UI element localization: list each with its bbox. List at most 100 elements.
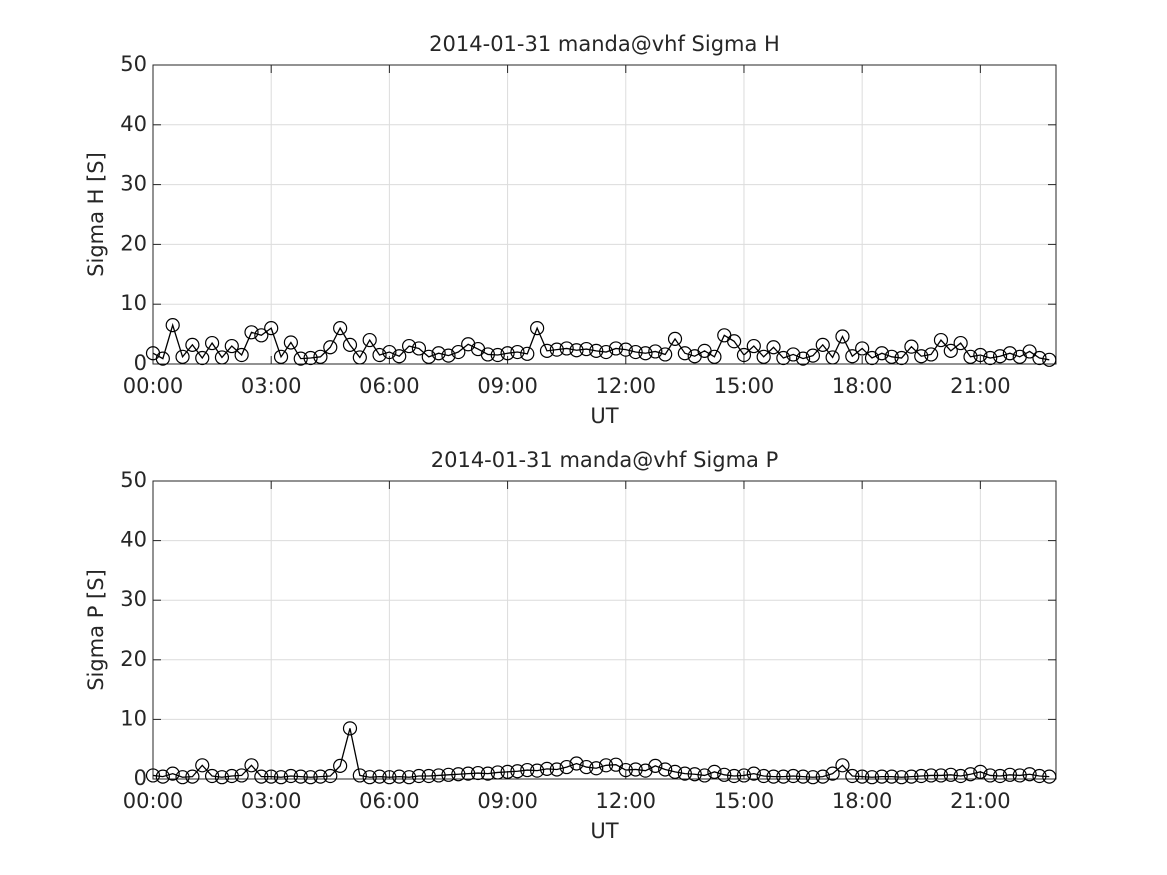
y-tick-label: 30 xyxy=(120,172,147,196)
data-marker xyxy=(658,762,673,777)
data-marker xyxy=(589,761,604,776)
data-marker xyxy=(1032,768,1047,784)
data-marker xyxy=(924,347,939,362)
data-marker xyxy=(795,769,811,784)
data-marker xyxy=(815,769,830,784)
x-axis-label: UT xyxy=(590,819,618,843)
x-tick-label: 18:00 xyxy=(832,789,893,813)
data-marker xyxy=(530,321,545,336)
data-marker xyxy=(490,347,505,363)
x-tick-label: 15:00 xyxy=(714,789,775,813)
y-axis-label: Sigma H [S] xyxy=(84,152,108,277)
data-marker xyxy=(864,350,880,366)
data-marker xyxy=(254,769,269,784)
data-marker xyxy=(884,349,899,364)
data-marker xyxy=(864,770,880,785)
data-marker xyxy=(786,768,801,784)
data-marker xyxy=(648,758,663,773)
data-marker xyxy=(1022,767,1037,782)
y-tick-label: 40 xyxy=(120,112,147,136)
data-marker xyxy=(204,335,220,351)
data-marker xyxy=(933,332,949,348)
y-tick-label: 50 xyxy=(120,468,147,492)
data-marker xyxy=(480,766,495,781)
data-marker xyxy=(461,766,476,781)
data-marker xyxy=(539,343,555,358)
data-marker xyxy=(323,340,338,355)
x-tick-label: 21:00 xyxy=(950,789,1011,813)
data-marker xyxy=(520,762,535,778)
data-marker xyxy=(795,351,811,366)
data-marker xyxy=(234,768,249,783)
y-tick-label: 20 xyxy=(120,231,147,255)
data-marker xyxy=(480,347,495,362)
data-marker xyxy=(175,770,190,785)
data-marker xyxy=(1002,767,1018,782)
data-marker xyxy=(707,349,722,364)
data-marker xyxy=(165,766,180,781)
data-marker xyxy=(933,768,949,783)
data-marker xyxy=(953,768,968,784)
data-marker xyxy=(421,349,436,364)
data-marker xyxy=(303,770,318,785)
data-marker xyxy=(421,768,436,784)
y-tick-label: 10 xyxy=(120,706,147,730)
data-marker xyxy=(658,347,673,362)
chart-title: 2014-01-31 manda@vhf Sigma P xyxy=(431,448,779,472)
data-marker xyxy=(520,346,535,361)
y-tick-label: 40 xyxy=(120,528,147,552)
data-line xyxy=(152,322,1050,361)
data-marker xyxy=(855,341,870,356)
subplot: 00:00 03:00 06:00 09:00 12:00 15:00 18:00 21:00… xyxy=(84,32,1057,428)
x-tick-label: 15:00 xyxy=(714,374,775,398)
data-marker xyxy=(195,350,210,366)
data-marker xyxy=(264,769,279,784)
data-marker xyxy=(648,344,663,359)
data-marker xyxy=(539,761,555,776)
y-tick-label: 50 xyxy=(120,52,147,76)
data-marker xyxy=(441,348,456,363)
data-marker xyxy=(746,766,761,781)
data-marker xyxy=(677,766,692,781)
data-marker xyxy=(1042,769,1057,784)
y-tick-label: 20 xyxy=(120,647,147,671)
data-marker xyxy=(382,344,397,360)
data-marker xyxy=(874,769,889,784)
data-line xyxy=(152,728,1050,778)
data-marker xyxy=(500,346,515,361)
data-marker xyxy=(697,768,712,783)
data-marker xyxy=(855,769,870,784)
data-marker xyxy=(411,341,427,356)
data-marker xyxy=(293,351,308,366)
data-marker xyxy=(894,350,909,366)
data-marker xyxy=(776,769,791,784)
y-tick-label: 0 xyxy=(134,351,147,375)
data-marker xyxy=(1002,346,1018,361)
data-marker xyxy=(382,770,397,785)
data-marker xyxy=(973,347,988,363)
data-marker xyxy=(362,770,377,785)
data-marker xyxy=(283,768,298,784)
data-marker xyxy=(559,759,574,775)
x-tick-label: 03:00 xyxy=(241,789,302,813)
data-marker xyxy=(904,339,919,354)
data-marker xyxy=(825,766,840,781)
data-marker xyxy=(303,350,318,366)
data-marker xyxy=(983,350,998,366)
data-marker xyxy=(894,770,909,785)
data-marker xyxy=(707,764,722,779)
data-marker xyxy=(766,340,781,355)
data-marker xyxy=(579,759,594,775)
data-marker xyxy=(569,756,584,771)
data-marker xyxy=(845,349,860,364)
data-marker xyxy=(411,768,427,784)
data-marker xyxy=(165,318,180,333)
y-tick-label: 10 xyxy=(120,291,147,315)
data-marker xyxy=(618,762,633,778)
data-marker xyxy=(214,770,230,785)
data-marker xyxy=(904,769,919,784)
data-marker xyxy=(786,347,801,362)
data-marker xyxy=(874,346,889,361)
data-marker xyxy=(628,762,643,777)
data-marker xyxy=(342,721,358,736)
